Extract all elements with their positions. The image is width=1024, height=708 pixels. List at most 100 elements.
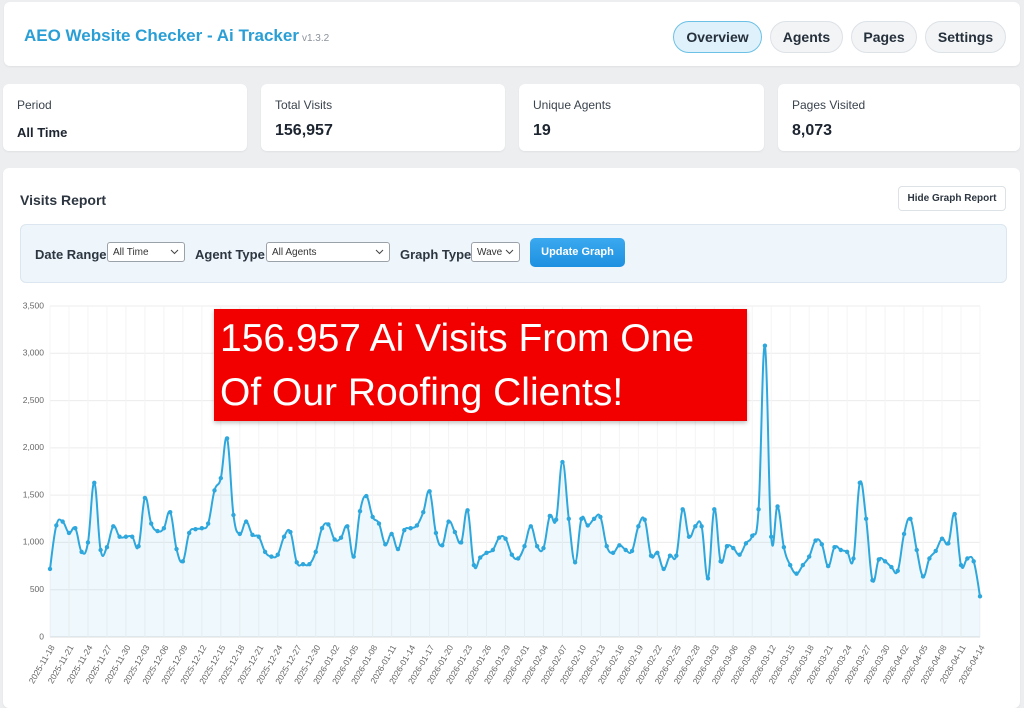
- point: [364, 493, 369, 499]
- point: [231, 512, 236, 518]
- point: [914, 547, 919, 553]
- visits-chart: 05001,0001,5002,0002,5003,0003,5002025-1…: [23, 300, 987, 686]
- point: [199, 526, 205, 531]
- hide-graph-button[interactable]: Hide Graph Report: [898, 186, 1006, 211]
- point: [598, 514, 603, 520]
- point: [490, 547, 496, 553]
- point: [769, 534, 774, 539]
- point: [813, 538, 818, 543]
- stat-label: Unique Agents: [533, 98, 612, 112]
- chevron: [505, 249, 514, 255]
- point: [686, 534, 692, 539]
- nav-tab[interactable]: Pages: [851, 21, 917, 53]
- nav-tab[interactable]: Overview: [673, 21, 762, 53]
- point: [857, 480, 862, 486]
- select-value: Wave: [477, 247, 503, 258]
- point: [168, 509, 173, 515]
- chevron: [375, 249, 384, 255]
- filter-select[interactable]: All Time: [107, 242, 185, 262]
- point: [218, 475, 224, 481]
- point: [775, 504, 780, 509]
- point: [73, 526, 78, 531]
- point: [433, 530, 439, 536]
- point: [307, 561, 312, 567]
- filter-label: Graph Type: [400, 247, 472, 262]
- point: [104, 544, 110, 550]
- stat-value: All Time: [17, 125, 68, 140]
- point: [111, 524, 116, 529]
- point: [440, 543, 445, 548]
- point: [54, 523, 59, 528]
- point: [237, 531, 242, 537]
- filter-select[interactable]: Wave: [471, 242, 520, 262]
- point: [712, 507, 717, 512]
- point: [939, 536, 945, 541]
- y-tick-label: 2,000: [23, 442, 45, 452]
- y-tick-label: 3,500: [23, 300, 45, 310]
- point: [288, 529, 293, 535]
- point: [547, 513, 552, 519]
- update-graph-button[interactable]: Update Graph: [530, 238, 625, 267]
- point: [471, 562, 477, 568]
- point: [636, 524, 641, 529]
- point: [269, 554, 274, 559]
- point: [806, 554, 812, 559]
- point: [794, 571, 799, 576]
- point: [66, 530, 72, 536]
- y-tick-label: 0: [39, 631, 44, 641]
- point: [927, 556, 932, 561]
- point: [155, 528, 160, 534]
- point: [642, 517, 647, 522]
- point: [572, 560, 578, 565]
- nav-tab[interactable]: Settings: [925, 21, 1006, 53]
- point: [952, 511, 957, 517]
- point: [617, 543, 622, 548]
- point: [781, 544, 787, 550]
- y-tick-label: 1,000: [23, 537, 45, 547]
- point: [123, 534, 129, 539]
- point: [838, 547, 844, 553]
- point: [319, 526, 325, 531]
- y-tick-label: 3,000: [23, 348, 45, 358]
- point: [680, 507, 685, 512]
- point: [724, 544, 730, 549]
- point: [629, 548, 635, 554]
- point: [534, 544, 540, 549]
- point: [421, 509, 426, 515]
- point: [876, 557, 881, 562]
- point: [383, 542, 388, 547]
- stat-card: Period All Time: [3, 84, 247, 151]
- point: [522, 544, 527, 549]
- point: [901, 531, 907, 537]
- version: v1.3.2: [301, 33, 330, 44]
- point: [395, 546, 401, 552]
- point: [889, 564, 894, 570]
- point: [882, 559, 888, 564]
- point: [958, 562, 964, 568]
- nav-tab[interactable]: Agents: [770, 21, 843, 53]
- point: [478, 555, 483, 560]
- point: [509, 552, 515, 557]
- point: [370, 514, 375, 520]
- filter-label: Date Range: [35, 247, 107, 262]
- promo-banner: 156.957 Ai Visits From One Of Our Roofin…: [214, 309, 747, 421]
- point: [351, 554, 356, 559]
- y-tick-label: 1,500: [23, 489, 45, 499]
- point: [718, 559, 723, 564]
- point: [825, 563, 831, 569]
- point: [79, 549, 84, 555]
- app-title: AEO Website Checker - Ai Tracker v1.3.2: [24, 26, 329, 46]
- point: [737, 552, 742, 557]
- point: [130, 534, 135, 539]
- point: [515, 556, 521, 561]
- stat-value: 19: [533, 122, 551, 139]
- point: [256, 534, 261, 539]
- filter-select[interactable]: All Agents: [266, 242, 390, 262]
- point: [946, 541, 951, 546]
- point: [389, 531, 394, 537]
- select-value: All Agents: [272, 247, 317, 258]
- title-text: AEO Website Checker - Ai Tracker: [24, 26, 299, 45]
- area: [50, 345, 980, 637]
- y-tick-label: 2,500: [23, 395, 45, 405]
